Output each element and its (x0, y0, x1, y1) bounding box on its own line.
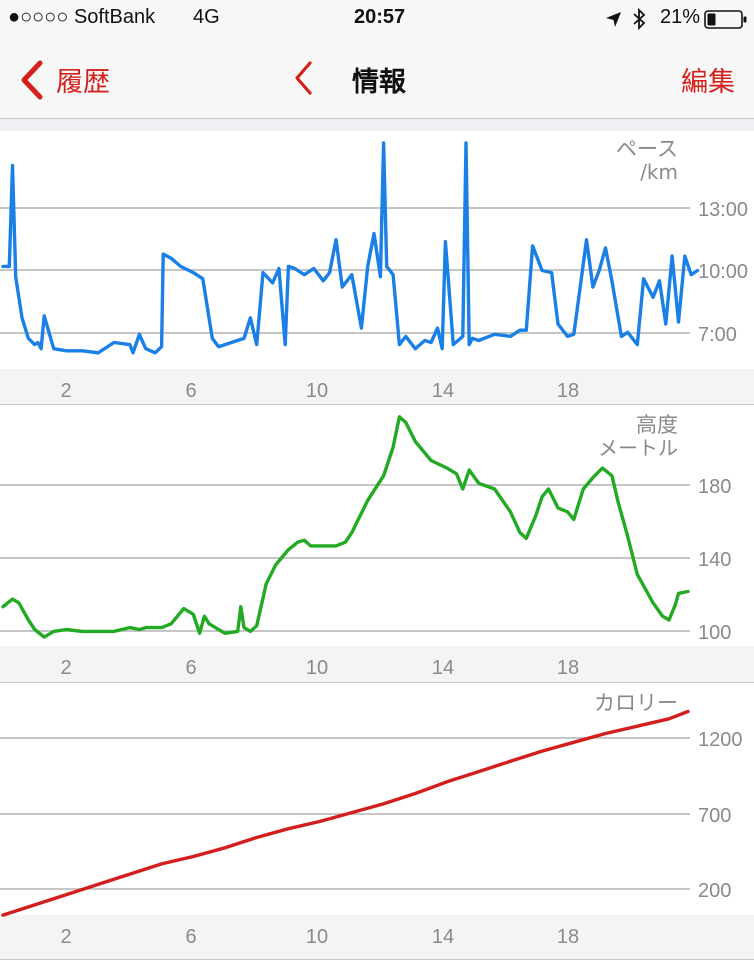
pace-y-tick-label: 10:00 (698, 261, 748, 283)
elevation-plot-area (0, 407, 754, 646)
pace-x-tick-label: 6 (185, 380, 196, 402)
elevation-x-axis-band (0, 646, 754, 683)
calories-x-tick-label: 18 (557, 926, 579, 948)
elevation-x-tick-label: 14 (432, 657, 454, 679)
edit-button[interactable]: 編集 (681, 67, 735, 98)
network-label: 4G (193, 6, 220, 28)
section-gap (0, 119, 754, 131)
back-button-label: 履歴 (56, 67, 110, 98)
elevation-series-line (1, 415, 690, 639)
battery-icon (704, 10, 747, 29)
calories-y-tick-label: 200 (698, 880, 731, 902)
elevation-x-tick-label: 10 (306, 657, 328, 679)
pace-unit: /km (640, 160, 678, 184)
elevation-unit: メートル (598, 436, 678, 460)
calories-chart: 1200 700 200 2 6 10 14 18 カロリー (0, 685, 754, 960)
status-bar: ●○○○○ SoftBank 4G 20:57 21% (0, 0, 754, 40)
chevron-left-icon (295, 61, 312, 95)
pace-x-tick-label: 14 (432, 380, 454, 402)
pace-x-tick-label: 18 (557, 380, 579, 402)
elevation-x-tick-label: 6 (185, 657, 196, 679)
elevation-y-tick-label: 100 (698, 622, 731, 644)
location-arrow-icon (606, 12, 621, 27)
pace-chart: 13:00 10:00 7:00 2 6 10 14 18 ペース/km (0, 131, 754, 405)
pace-x-axis-band (0, 369, 754, 405)
calories-x-tick-label: 6 (185, 926, 196, 948)
pace-y-tick-label: 7:00 (698, 324, 737, 346)
calories-series-line (1, 709, 690, 917)
elevation-title: 高度 (636, 413, 678, 437)
navigation-bar: 履歴 情報 編集 (0, 40, 754, 119)
calories-x-tick-label: 2 (60, 926, 71, 948)
carrier-label: ●○○○○ SoftBank (8, 6, 156, 28)
pace-title: ペース (616, 137, 678, 161)
elevation-y-tick-label: 140 (698, 549, 731, 571)
calories-x-tick-label: 14 (432, 926, 454, 948)
pace-x-tick-label: 2 (60, 380, 71, 402)
battery-percent: 21% (660, 6, 701, 28)
pace-series-line (1, 141, 700, 355)
calories-y-tick-label: 700 (698, 805, 731, 827)
previous-button[interactable] (290, 58, 322, 98)
elevation-y-tick-label: 180 (698, 476, 731, 498)
back-button[interactable]: 履歴 (18, 56, 128, 102)
pace-x-tick-label: 10 (306, 380, 328, 402)
calories-x-axis-band (0, 915, 754, 960)
calories-y-tick-label: 1200 (698, 729, 743, 751)
calories-title: カロリー (594, 691, 678, 715)
calories-x-tick-label: 10 (306, 926, 328, 948)
elevation-x-tick-label: 2 (60, 657, 71, 679)
bluetooth-icon (633, 7, 646, 31)
clock: 20:57 (354, 6, 406, 28)
pace-y-tick-label: 13:00 (698, 199, 748, 221)
chevron-left-icon (21, 60, 43, 100)
elevation-x-tick-label: 18 (557, 657, 579, 679)
page-title: 情報 (352, 67, 406, 98)
